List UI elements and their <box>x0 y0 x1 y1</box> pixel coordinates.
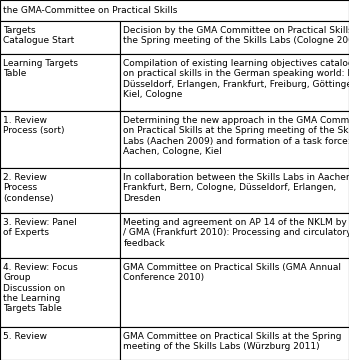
Bar <box>120 213 349 258</box>
Text: 2. Review
Process
(condense): 2. Review Process (condense) <box>3 173 54 203</box>
Text: Decision by the GMA Committee on Practical Skills at
the Spring meeting of the S: Decision by the GMA Committee on Practic… <box>124 26 349 45</box>
Text: Compilation of existing learning objectives catalogues
on practical skills in th: Compilation of existing learning objecti… <box>124 59 349 99</box>
Text: GMA Committee on Practical Skills at the Spring
meeting of the Skills Labs (Würz: GMA Committee on Practical Skills at the… <box>124 332 342 351</box>
Text: Learning Targets
Table: Learning Targets Table <box>3 59 78 78</box>
Text: GMA Committee on Practical Skills (GMA Annual
Conference 2010): GMA Committee on Practical Skills (GMA A… <box>124 263 341 282</box>
Bar <box>120 258 349 327</box>
Bar <box>0 54 120 111</box>
Bar <box>120 327 349 360</box>
Text: Determining the new approach in the GMA Committee
on Practical Skills at the Spr: Determining the new approach in the GMA … <box>124 116 349 156</box>
Bar <box>120 168 349 213</box>
Text: the GMA-Committee on Practical Skills: the GMA-Committee on Practical Skills <box>3 6 177 15</box>
Text: Targets
Catalogue Start: Targets Catalogue Start <box>3 26 74 45</box>
Text: 4. Review: Focus
Group
Discussion on
the Learning
Targets Table: 4. Review: Focus Group Discussion on the… <box>3 263 78 313</box>
Text: 1. Review
Process (sort): 1. Review Process (sort) <box>3 116 65 135</box>
Text: In collaboration between the Skills Labs in Aachen,
Frankfurt, Bern, Cologne, Dü: In collaboration between the Skills Labs… <box>124 173 349 203</box>
Bar <box>120 111 349 168</box>
Bar <box>0 327 120 360</box>
Text: 3. Review: Panel
of Experts: 3. Review: Panel of Experts <box>3 218 77 237</box>
Bar <box>0 111 120 168</box>
Bar <box>0 168 120 213</box>
Bar <box>0 0 349 21</box>
Bar <box>0 21 120 54</box>
Text: Meeting and agreement on AP 14 of the NKLM by MFT
/ GMA (Frankfurt 2010): Proces: Meeting and agreement on AP 14 of the NK… <box>124 218 349 248</box>
Bar <box>0 258 120 327</box>
Bar <box>120 54 349 111</box>
Bar <box>0 213 120 258</box>
Bar <box>120 21 349 54</box>
Text: 5. Review: 5. Review <box>3 332 47 341</box>
